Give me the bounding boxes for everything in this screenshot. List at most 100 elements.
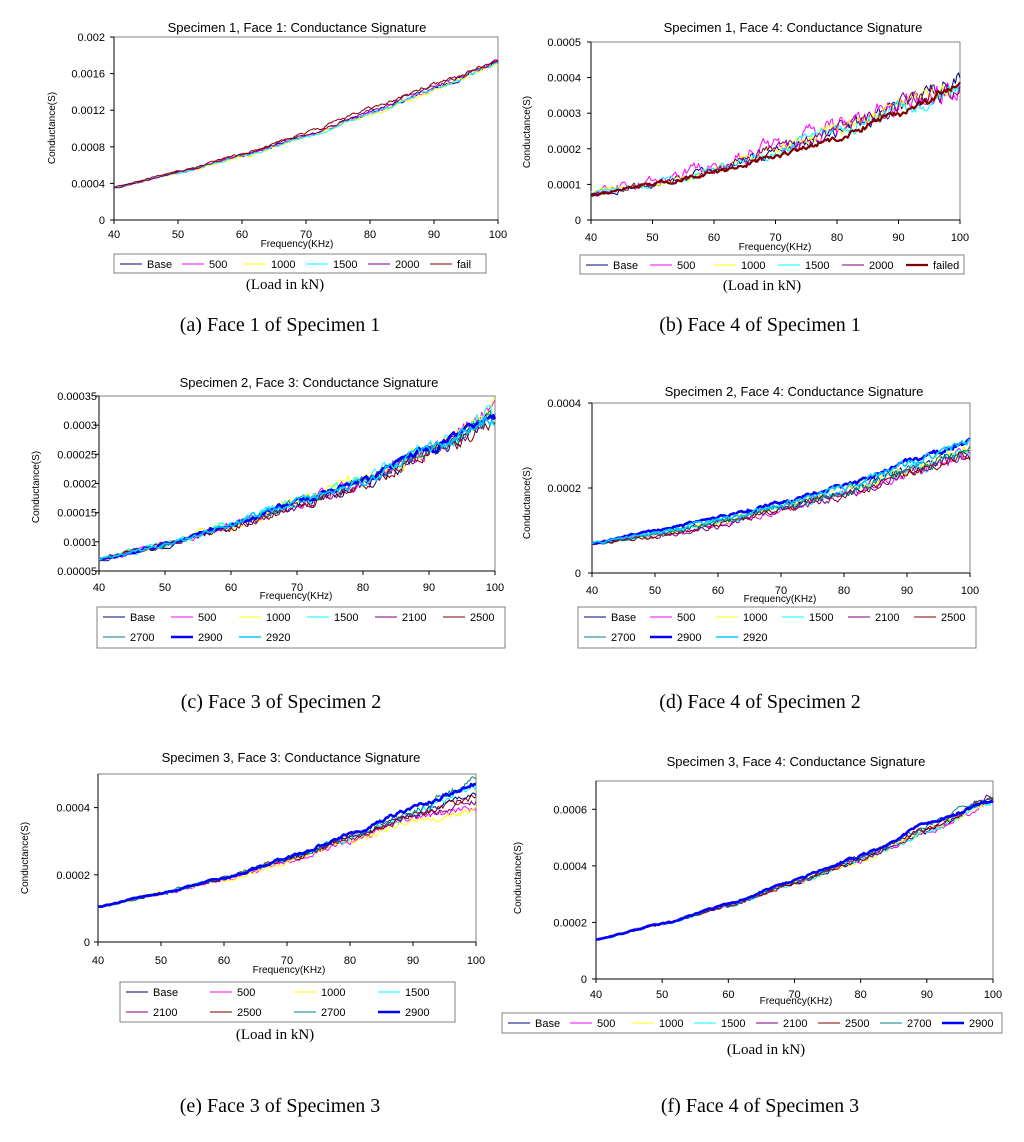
y-tick-label: 0.0004 (547, 398, 581, 410)
legend-box (579, 254, 965, 275)
chart-title: Specimen 3, Face 3: Conductance Signatur… (162, 750, 421, 765)
legend-label-1500: 1500 (805, 260, 829, 272)
x-tick-label: 60 (708, 232, 720, 244)
legend-label-500: 500 (209, 259, 227, 271)
legend-label-Base: Base (130, 612, 155, 624)
x-tick-label: 50 (155, 955, 167, 967)
chart-1: 0 0.0004 0.0008 0.0012 0.0016 0.002 40 50 60 70 80… (71, 32, 507, 274)
legend-label-2100: 2100 (402, 612, 426, 624)
x-tick-label: 90 (921, 989, 933, 1001)
legend-label-1500: 1500 (721, 1018, 745, 1030)
x-axis-label: Frequency(KHz) (739, 242, 812, 253)
series-line-500 (590, 82, 961, 196)
series-group (590, 72, 961, 197)
chart-title: Specimen 2, Face 4: Conductance Signatur… (665, 384, 924, 399)
legend-label-2000: 2000 (869, 260, 893, 272)
series-group (591, 437, 971, 546)
x-tick-label: 80 (357, 582, 369, 594)
y-tick-label: 0.002 (77, 32, 105, 44)
y-tick-label: 0.0004 (56, 803, 90, 815)
chart-title: Specimen 2, Face 3: Conductance Signatur… (180, 375, 439, 390)
x-tick-label: 40 (93, 582, 105, 594)
legend: Base 500 1000 1500 2000 failed (579, 254, 965, 275)
x-tick-label: 50 (656, 989, 668, 1001)
x-axis-label: Frequency(KHz) (760, 996, 833, 1007)
y-tick-label: 0.00035 (57, 391, 97, 403)
x-tick-label: 60 (225, 582, 237, 594)
y-tick-label: 0.0001 (547, 179, 581, 191)
y-tick-label: 0.0002 (56, 870, 90, 882)
series-line-2900 (591, 437, 971, 545)
load-note: (Load in kN) (246, 277, 324, 293)
chart-5: 0 0.0002 0.0004 40 50 60 70 80 90 100 Base 500 1000 1… (56, 773, 485, 1023)
x-tick-label: 100 (984, 989, 1002, 1001)
y-axis-label: Conductance(S) (31, 451, 42, 523)
legend-box (113, 253, 487, 274)
panel-caption: (b) Face 4 of Specimen 1 (659, 314, 861, 336)
series-line-2900 (595, 799, 994, 941)
x-tick-label: 70 (300, 229, 312, 241)
y-axis-label: Conductance(S) (513, 842, 524, 914)
y-tick-label: 0 (575, 215, 581, 227)
x-tick-label: 80 (838, 585, 850, 597)
legend-label-2900: 2900 (969, 1018, 993, 1030)
y-axis-label: Conductance(S) (20, 822, 31, 894)
legend-label-2900: 2900 (405, 1007, 429, 1019)
x-tick-label: 50 (159, 582, 171, 594)
series-line-2700 (591, 445, 971, 545)
y-tick-label: 0 (581, 974, 587, 986)
x-axis-label: Frequency(KHz) (744, 594, 817, 605)
chart-title: Specimen 3, Face 4: Conductance Signatur… (667, 754, 926, 769)
chart-2: 0 0.0001 0.0002 0.0003 0.0004 0.0005 40 50 60 70 8… (547, 37, 969, 275)
load-note: (Load in kN) (723, 278, 801, 294)
x-tick-label: 40 (590, 989, 602, 1001)
x-tick-label: 60 (722, 989, 734, 1001)
panel-caption: (a) Face 1 of Specimen 1 (180, 314, 380, 336)
chart-title: Specimen 1, Face 4: Conductance Signatur… (664, 20, 923, 35)
series-group (98, 398, 497, 562)
chart-panel-f: Specimen 3, Face 4: Conductance Signatur… (513, 754, 925, 1117)
x-tick-label: 50 (172, 229, 184, 241)
series-line-fail (113, 61, 499, 188)
plot-frame (113, 36, 499, 221)
y-tick-label: 0.0004 (71, 178, 105, 190)
y-tick-label: 0.0002 (547, 144, 581, 156)
legend: Base 500 1000 1500 2100 2500 2700 2900 2920 (96, 606, 506, 649)
y-tick-label: 0.0003 (547, 108, 581, 120)
x-tick-label: 90 (423, 582, 435, 594)
legend-label-1000: 1000 (659, 1018, 683, 1030)
legend-label-2920: 2920 (266, 632, 290, 644)
x-axis-label: Frequency(KHz) (260, 591, 333, 602)
x-tick-label: 60 (236, 229, 248, 241)
x-tick-label: 60 (218, 955, 230, 967)
legend-label-2700: 2700 (907, 1018, 931, 1030)
series-line-1500 (113, 62, 499, 189)
series-line-failed (590, 81, 961, 197)
legend-label-500: 500 (677, 260, 695, 272)
legend-label-Base: Base (535, 1018, 560, 1030)
legend-box (577, 606, 977, 649)
plot-frame (591, 402, 971, 574)
legend-label-1000: 1000 (271, 259, 295, 271)
chart-panel-a: Specimen 1, Face 1: Conductance Signatur… (47, 20, 426, 336)
legend-label-Base: Base (611, 612, 636, 624)
legend-label-2100: 2100 (783, 1018, 807, 1030)
legend-label-1500: 1500 (809, 612, 833, 624)
x-tick-label: 70 (769, 232, 781, 244)
series-line-2000 (113, 59, 499, 189)
x-tick-label: 50 (649, 585, 661, 597)
legend-label-2920: 2920 (743, 632, 767, 644)
legend: Base 500 1000 1500 2000 fail (113, 253, 487, 274)
series-line-2900 (97, 782, 476, 908)
y-tick-label: 0.0002 (63, 479, 97, 491)
legend-label-2700: 2700 (321, 1007, 345, 1019)
x-tick-label: 80 (364, 229, 376, 241)
legend-label-2700: 2700 (130, 632, 154, 644)
x-tick-label: 90 (407, 955, 419, 967)
y-tick-label: 0 (84, 937, 90, 949)
x-tick-label: 90 (892, 232, 904, 244)
y-tick-label: 0.0003 (63, 420, 97, 432)
legend-label-500: 500 (597, 1018, 615, 1030)
legend-label-failed: failed (933, 260, 959, 272)
x-tick-label: 80 (344, 955, 356, 967)
